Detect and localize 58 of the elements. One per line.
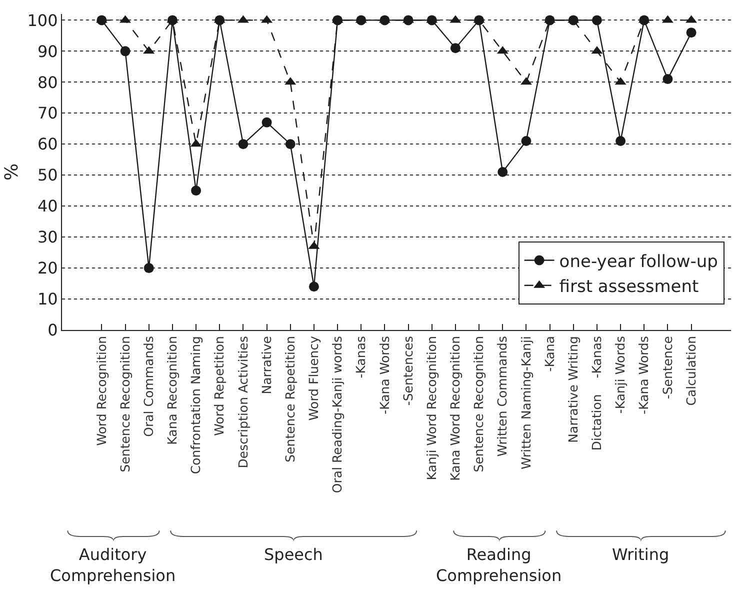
y-tick-label: 100: [27, 10, 58, 30]
point: [262, 117, 272, 128]
y-tick-label: 10: [37, 290, 58, 309]
x-tick-label: Sentence Recognition: [117, 336, 132, 472]
point: [686, 28, 696, 38]
x-tick-label: Kana Word Recognition: [448, 336, 463, 481]
point: [521, 136, 532, 146]
point: [191, 186, 202, 196]
x-tick-label: -Kanji Words: [612, 336, 628, 414]
x-tick-label: Description Activities: [235, 336, 250, 468]
x-tick-label: -Kana Words: [636, 336, 652, 414]
point: [498, 167, 508, 177]
y-tick-label: 80: [37, 72, 58, 92]
legend-label: one-year follow-up: [559, 252, 718, 272]
x-tick-label: Narrative: [258, 336, 274, 394]
x-tick-label: Sentence Recognition: [471, 336, 486, 472]
y-tick-label: 20: [37, 258, 58, 278]
point: [120, 46, 130, 56]
text: Reading Comprehension: [436, 545, 562, 585]
y-tick-label: 70: [37, 104, 58, 123]
x-tick-label: -Kana Words: [376, 336, 392, 414]
x-tick-label: Word Repetition: [212, 336, 227, 436]
x-tick-label: -Kana: [542, 336, 557, 372]
y-tick-label: 30: [37, 228, 58, 247]
point: [308, 282, 319, 292]
point: [238, 139, 248, 150]
x-tick-label: -Sentence: [660, 336, 675, 400]
y-tick-label: 50: [37, 166, 58, 185]
x-tick-label: Written Commands: [494, 336, 510, 457]
point: [285, 139, 296, 150]
x-tick-label: Word Recognition: [94, 336, 109, 446]
x-tick-label: Oral Reading-Kanji words: [330, 336, 345, 494]
y-tick-label: 40: [37, 196, 58, 216]
point: [450, 43, 460, 54]
x-tick-label: Calculation: [683, 336, 698, 406]
point: [592, 15, 602, 26]
y-tick-label: 90: [37, 42, 58, 61]
point: [144, 263, 154, 274]
text: Auditory Comprehension: [50, 545, 176, 585]
x-tick-label: -Kanas: [353, 336, 368, 378]
legend-label: first assessment: [559, 277, 700, 297]
y-tick-label: 0: [48, 320, 58, 340]
x-tick-label: Confrontation Naming: [188, 336, 204, 474]
x-tick-label: Word Fluency: [306, 335, 322, 421]
point: [662, 74, 673, 84]
x-tick-label: Oral Commands: [140, 336, 156, 437]
x-tick-label: Kanji Word Recognition: [424, 336, 439, 480]
point: [616, 136, 626, 146]
x-tick-label: Narrative Writing: [565, 336, 580, 443]
text: Writing: [612, 545, 670, 564]
x-tick-label: Dictation -Kanas: [589, 336, 604, 451]
y-tick-label: 60: [37, 134, 58, 154]
x-tick-label: -Sentences: [400, 336, 416, 406]
x-tick-label: Sentence Repetition: [282, 336, 298, 462]
x-tick-label: Kana Recognition: [164, 336, 180, 445]
text: Speech: [264, 545, 323, 564]
y-axis-title: %: [1, 163, 22, 181]
x-tick-label: Written Naming-Kanji: [518, 336, 534, 470]
